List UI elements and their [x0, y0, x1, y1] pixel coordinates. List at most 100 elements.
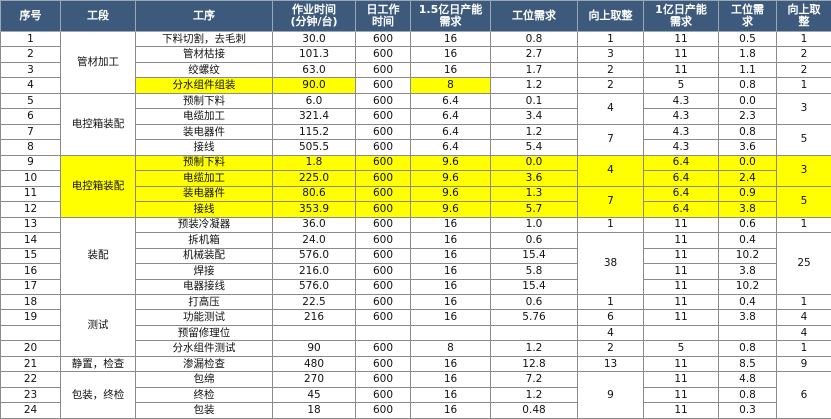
- table-cell: 1: [577, 216, 644, 234]
- table-cell: 5.76: [490, 309, 578, 326]
- table-cell: 5.4: [490, 139, 578, 156]
- table-cell: 下料切割，去毛刺: [135, 30, 273, 48]
- table-cell: 16: [0, 263, 61, 280]
- table-cell: 4: [577, 154, 644, 187]
- table-row: 20 分水组件测试 90 600 8 1.2 2 5 0.8 1: [0, 340, 831, 357]
- table-cell: 21: [0, 355, 61, 373]
- table-cell: 1: [577, 30, 644, 48]
- table-cell: 8: [410, 77, 491, 94]
- table-cell: 6.4: [643, 185, 719, 203]
- table-cell: 16: [410, 46, 491, 63]
- table-cell: 5: [0, 92, 61, 110]
- table-cell: 90.0: [272, 77, 356, 94]
- table-cell: 11: [643, 371, 719, 388]
- table-cell: 16: [410, 263, 491, 280]
- table-cell: 管材加工: [60, 31, 136, 94]
- table-cell: 321.4: [272, 108, 356, 125]
- table-cell: 600: [355, 355, 411, 373]
- table-cell: 静置，检查: [60, 355, 136, 373]
- table-cell: 3: [0, 61, 61, 79]
- table-cell: 终检: [135, 386, 273, 404]
- table-cell: 包装，终检: [60, 371, 136, 419]
- table-cell: 电控箱装配: [60, 92, 136, 156]
- table-cell: 5.8: [490, 263, 578, 280]
- table-cell: 1.2: [490, 77, 578, 94]
- table-cell: 11: [643, 61, 719, 79]
- table-cell: 3.8: [718, 201, 777, 218]
- header-cell: 工段: [60, 0, 136, 32]
- table-cell: 90: [272, 340, 356, 357]
- table-cell: 11: [643, 216, 719, 234]
- table-cell: 装电器件: [135, 185, 273, 203]
- table-cell: 22.5: [272, 293, 356, 311]
- table-cell: 打高压: [135, 293, 273, 311]
- table-cell: 1: [577, 293, 644, 311]
- table-cell: 1.2: [490, 340, 578, 357]
- table-row: 10 电缆加工 225.0 600 9.6 3.6 6.4 2.4: [0, 170, 831, 187]
- table-cell: 600: [355, 185, 411, 203]
- table-cell: 5: [776, 185, 831, 218]
- table-cell: 2: [0, 46, 61, 63]
- table-cell: 分水组件组装: [135, 77, 273, 94]
- table-cell: 5.7: [490, 201, 578, 218]
- table-cell: 600: [355, 309, 411, 326]
- table-cell: [718, 324, 777, 342]
- table-cell: 1: [776, 293, 831, 311]
- header-cell: 1.5亿日产能 需求: [410, 0, 491, 32]
- table-cell: 6.4: [643, 170, 719, 187]
- table-cell: 功能测试: [135, 309, 273, 326]
- table-cell: 0.6: [490, 232, 578, 249]
- table-cell: 600: [355, 139, 411, 156]
- table-cell: 机械装配: [135, 247, 273, 265]
- table-cell: 20: [0, 340, 61, 357]
- table-cell: 11: [643, 309, 719, 326]
- table-cell: 16: [410, 278, 491, 295]
- table-cell: 600: [355, 340, 411, 357]
- table-cell: 11: [643, 247, 719, 265]
- table-cell: 600: [355, 123, 411, 141]
- table-cell: 480: [272, 355, 356, 373]
- table-cell: 576.0: [272, 247, 356, 265]
- table-cell: 9: [0, 154, 61, 172]
- table-cell: 600: [355, 46, 411, 63]
- table-row: 24 包装 18 600 16 0.48 11 0.3: [0, 402, 831, 419]
- table-cell: 38: [577, 232, 644, 295]
- table-cell: 1.7: [490, 61, 578, 79]
- table-cell: 600: [355, 247, 411, 265]
- table-cell: 600: [355, 216, 411, 234]
- table-cell: 7: [577, 123, 644, 156]
- table-cell: 600: [355, 263, 411, 280]
- table-cell: 1.2: [490, 123, 578, 141]
- header-cell: 1亿日产能 需求: [643, 0, 719, 32]
- table-cell: 0.8: [718, 77, 777, 94]
- table-cell: 45: [272, 386, 356, 404]
- table-cell: 分水组件测试: [135, 340, 273, 357]
- table-cell: 16: [410, 293, 491, 311]
- table-cell: [490, 324, 578, 342]
- header-cell: 工序: [135, 0, 273, 32]
- table-cell: 2: [776, 46, 831, 63]
- table-cell: 600: [355, 170, 411, 187]
- table-cell: 2.3: [718, 108, 777, 125]
- table-cell: 101.3: [272, 46, 356, 63]
- table-cell: 13: [0, 216, 61, 234]
- table-cell: 600: [355, 77, 411, 94]
- table-cell: 电缆加工: [135, 108, 273, 125]
- table-cell: 8: [0, 139, 61, 156]
- table-cell: 23: [0, 386, 61, 404]
- table-row: 1 管材加工 下料切割，去毛刺 30.0 600 16 0.8 1 11 0.5 1: [0, 30, 831, 94]
- table-cell: 2.7: [490, 46, 578, 63]
- table-cell: 16: [410, 402, 491, 419]
- header-row: 序号 工段 工序 作业时间 (分钟/台) 日工作 时间 1.5亿日产能 需求 工位需求 向上取…: [0, 0, 831, 32]
- table-cell: 2: [776, 61, 831, 79]
- table-cell: 预制下料: [135, 154, 273, 172]
- table-cell: 0.4: [718, 293, 777, 311]
- table-cell: 6.4: [410, 92, 491, 110]
- table-cell: 11: [0, 185, 61, 203]
- table-cell: 0.0: [490, 154, 578, 172]
- table-cell: 2: [577, 61, 644, 79]
- table-cell: 80.6: [272, 185, 356, 203]
- table-cell: 包绵: [135, 371, 273, 388]
- table-cell: 3: [577, 46, 644, 63]
